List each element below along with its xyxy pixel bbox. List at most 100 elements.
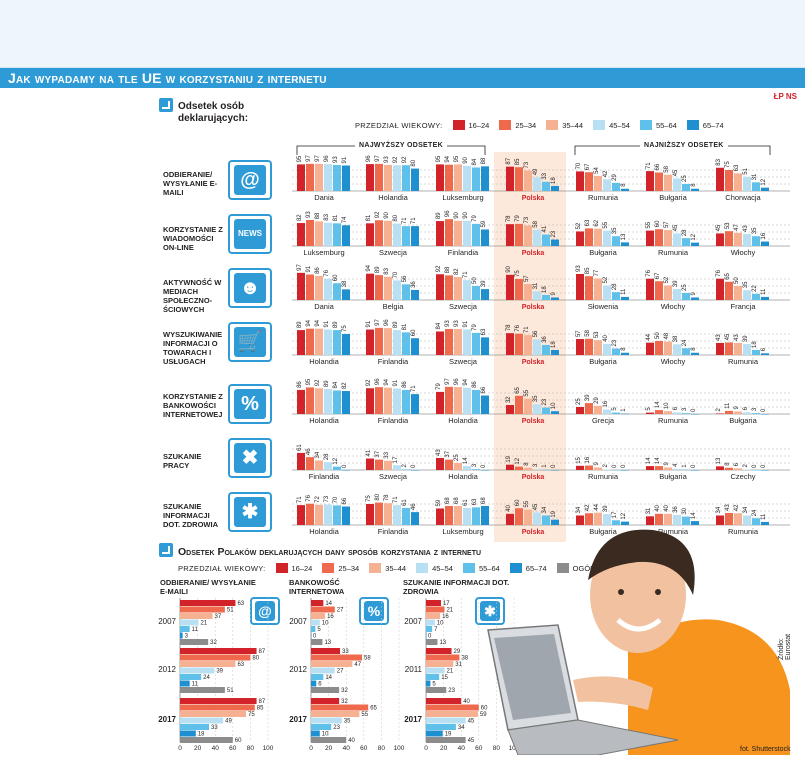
bar xyxy=(621,352,629,355)
data-label: 55 xyxy=(361,712,368,718)
data-label: 7 xyxy=(434,627,438,633)
data-label: 91 xyxy=(306,265,312,272)
bar xyxy=(315,504,323,525)
bar xyxy=(384,276,392,300)
data-label: 39 xyxy=(585,394,591,401)
data-label: 66 xyxy=(342,497,348,504)
legend-swatch xyxy=(322,563,335,573)
data-label: 78 xyxy=(506,324,512,331)
bar xyxy=(311,711,360,717)
data-label: 45 xyxy=(716,224,722,231)
data-label: 84 xyxy=(333,381,339,388)
data-label: 43 xyxy=(716,334,722,341)
data-label: 13 xyxy=(716,457,722,464)
data-label: 33 xyxy=(342,649,349,655)
bar xyxy=(664,467,672,470)
bar xyxy=(463,220,471,246)
data-label: 50 xyxy=(734,277,740,284)
bar xyxy=(752,349,760,355)
bar xyxy=(655,341,663,355)
data-label: 60 xyxy=(655,220,661,227)
bar xyxy=(411,338,419,355)
data-label: 34 xyxy=(716,506,722,513)
data-label: 82 xyxy=(454,268,460,275)
bar xyxy=(375,459,383,470)
data-label: 71 xyxy=(297,496,303,503)
data-label: 40 xyxy=(506,504,512,511)
data-label: 35 xyxy=(533,395,539,402)
bar xyxy=(734,468,742,470)
data-label: 12 xyxy=(621,512,627,519)
year-label: 2017 xyxy=(158,715,176,724)
bar xyxy=(311,737,347,743)
bar xyxy=(324,278,332,300)
bar xyxy=(551,470,559,471)
bar xyxy=(436,221,444,246)
data-label: 43 xyxy=(725,504,731,511)
data-label: 55 xyxy=(524,389,530,396)
bar xyxy=(585,172,593,191)
bar xyxy=(342,391,350,414)
bar xyxy=(180,632,183,639)
data-label: 17 xyxy=(612,511,618,518)
country-label: Rumunia xyxy=(728,527,759,536)
bar xyxy=(426,600,441,606)
data-label: 76 xyxy=(515,324,521,331)
country-label: Grecja xyxy=(592,416,615,425)
bar xyxy=(315,388,323,414)
bar xyxy=(646,516,654,525)
data-label: 42 xyxy=(603,170,609,177)
data-label: 14 xyxy=(691,512,697,519)
data-label: 56 xyxy=(533,330,539,337)
data-label: 25 xyxy=(454,454,460,461)
bar xyxy=(725,281,733,300)
bar xyxy=(426,667,445,674)
data-label: 59 xyxy=(480,712,487,718)
bar xyxy=(366,388,374,414)
bar xyxy=(180,648,257,654)
bar xyxy=(342,225,350,246)
bar xyxy=(333,466,341,470)
tick-label: 20 xyxy=(325,745,333,752)
percent-icon: % xyxy=(228,384,272,424)
data-label: 82 xyxy=(297,214,303,221)
data-label: 34 xyxy=(542,506,548,513)
data-label: 8 xyxy=(621,347,627,351)
data-label: 63 xyxy=(481,328,487,335)
legend-label: PRZEDZIAŁ WIEKOWY: xyxy=(178,563,266,573)
data-label: 77 xyxy=(594,269,600,276)
bar xyxy=(621,296,629,300)
bar xyxy=(664,341,672,355)
lowest-label: NAJNIŻSZY ODSETEK xyxy=(640,142,728,149)
bar xyxy=(533,177,541,191)
bar xyxy=(454,387,462,414)
data-label: 41 xyxy=(366,449,372,456)
bar xyxy=(621,413,629,415)
data-label: 72 xyxy=(315,496,321,503)
data-label: 60 xyxy=(333,274,339,281)
country-label: Słowenia xyxy=(588,302,619,311)
data-label: 10 xyxy=(322,732,329,738)
tick-label: 100 xyxy=(394,745,405,752)
data-label: 67 xyxy=(655,272,661,279)
bar xyxy=(682,348,690,355)
data-label: 51 xyxy=(227,688,234,694)
data-label: 35 xyxy=(612,227,618,234)
data-label: 37 xyxy=(375,450,381,457)
data-label: 25 xyxy=(682,175,688,182)
legend-item: 16–24 xyxy=(468,120,490,130)
data-label: 18 xyxy=(198,732,205,738)
data-label: 61 xyxy=(463,499,469,506)
bar xyxy=(472,507,480,525)
bar xyxy=(612,182,620,191)
data-label: 63 xyxy=(472,498,478,505)
data-label: 1 xyxy=(682,464,688,468)
legend-item: 35–44 xyxy=(385,563,407,573)
bar xyxy=(384,220,392,246)
bar xyxy=(533,291,541,300)
bar xyxy=(315,275,323,300)
country-label: Rumunia xyxy=(728,357,759,366)
bar xyxy=(734,411,742,414)
bar xyxy=(752,293,760,300)
data-label: 29 xyxy=(454,649,461,655)
